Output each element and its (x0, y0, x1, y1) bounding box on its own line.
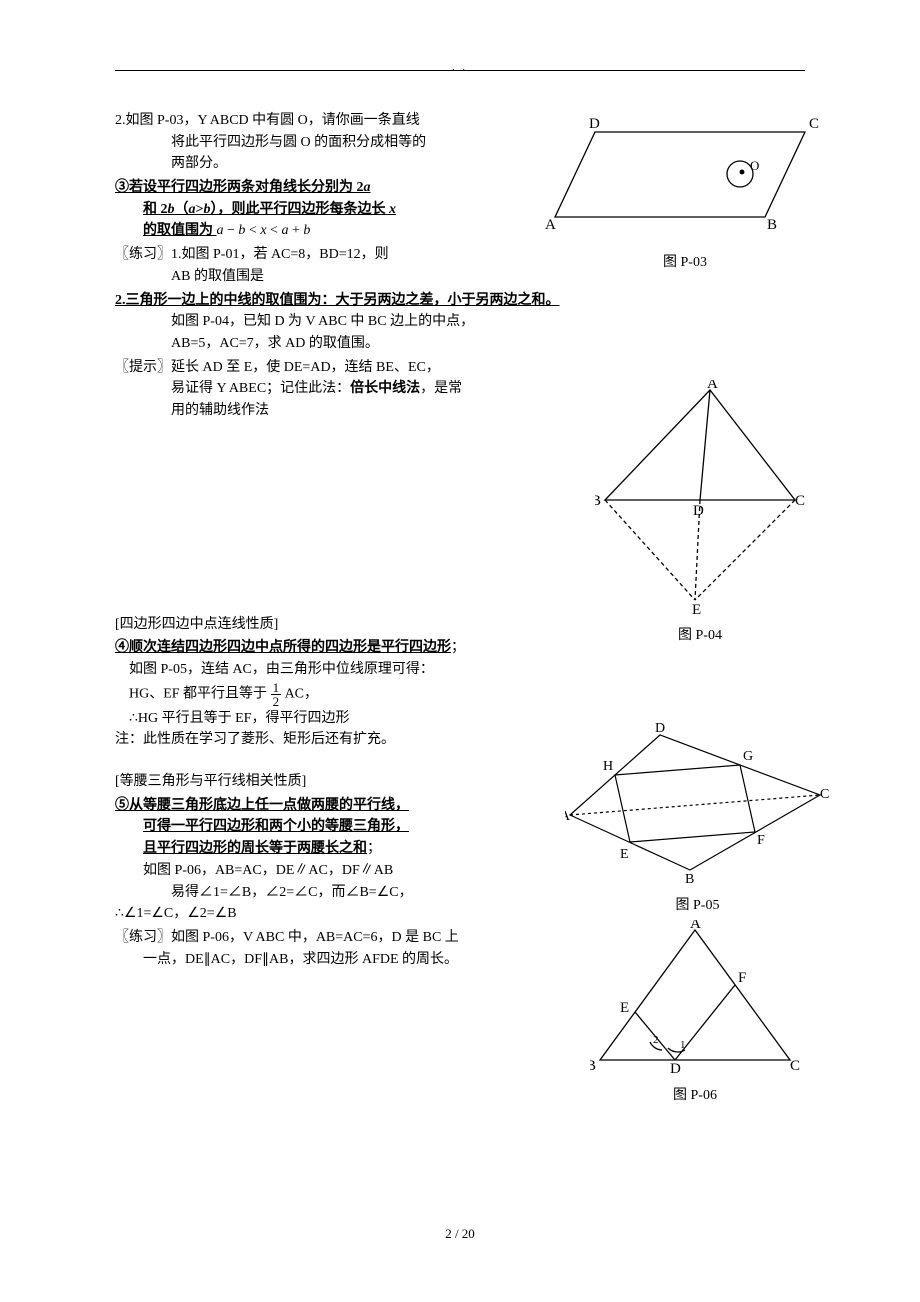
figure-p03: D C A B O 图 P-03 (545, 112, 825, 271)
fig04-svg: A B C D E (595, 380, 805, 615)
fig03-caption: 图 P-03 (545, 251, 825, 271)
figure-p06: A B C D E F 1 2 图 P-06 (590, 920, 800, 1104)
fig06-label-2: 2 (653, 1034, 659, 1046)
fig05-svg: A B C D H G E F (565, 720, 830, 885)
p6-l1: ④顺次连结四边形四边中点所得的四边形是平行四边形； (115, 637, 535, 659)
p8-l1: 〖练习〗如图 P-06，V ABC 中，AB=AC=6，D 是 BC 上 (115, 927, 535, 949)
p5-l3: 用的辅助线作法 (115, 400, 535, 422)
p1-l3: 两部分。 (115, 153, 535, 175)
figure-p04: A B C D E 图 P-04 (595, 380, 805, 644)
para-5: 〖提示〗延长 AD 至 E，使 DE=AD，连结 BE、EC， 易证得 Y AB… (115, 357, 535, 422)
p3-l1: 〖练习〗1.如图 P-01，若 AC=8，BD=12，则 (115, 244, 535, 266)
fig06-label-F: F (738, 970, 746, 986)
fig03-svg: D C A B O (545, 112, 825, 242)
fig06-label-C: C (790, 1058, 800, 1074)
para-3: 〖练习〗1.如图 P-01，若 AC=8，BD=12，则 AB 的取值围是 (115, 244, 535, 287)
para-1: 2.如图 P-03，Y ABCD 中有圆 O，请你画一条直线 将此平行四边形与圆… (115, 110, 535, 175)
p2-l1: ③若设平行四边形两条对角线长分别为 2a (115, 177, 535, 199)
para-2: ③若设平行四边形两条对角线长分别为 2a 和 2b（a>b），则此平行四边形每条… (115, 177, 535, 242)
p2-l2: 和 2b（a>b），则此平行四边形每条边长 x (115, 199, 535, 221)
p5-l1: 〖提示〗延长 AD 至 E，使 DE=AD，连结 BE、EC， (115, 357, 535, 379)
fig05-label-D: D (655, 721, 665, 736)
fig05-label-G: G (743, 749, 753, 764)
fig06-label-1: 1 (680, 1039, 686, 1051)
p2-l3: 的取值围为 a − b < x < a + b (115, 220, 535, 242)
p6-l5: 注：此性质在学习了菱形、矩形后还有扩充。 (115, 729, 535, 751)
fig04-label-C: C (795, 493, 805, 509)
p7-l6: ∴∠1=∠C，∠2=∠B (115, 903, 535, 925)
para-6: ④顺次连结四边形四边中点所得的四边形是平行四边形； 如图 P-05，连结 AC，… (115, 637, 535, 751)
p7-l2: 可得一平行四边形和两个小的等腰三角形， (115, 816, 535, 838)
p4-l1: 2.三角形一边上的中线的取值围为：大于另两边之差，小于另两边之和。 (115, 290, 805, 312)
fig05-caption: 图 P-05 (565, 894, 830, 914)
p5-l2: 易证得 Y ABEC；记住此法：倍长中线法，是常 (115, 378, 535, 400)
p6-l2: 如图 P-05，连结 AC，由三角形中位线原理可得： (115, 659, 535, 681)
para-8: 〖练习〗如图 P-06，V ABC 中，AB=AC=6，D 是 BC 上 一点，… (115, 927, 535, 970)
page-footer: 2 / 20 (0, 1226, 920, 1242)
p4-l2: 如图 P-04，已知 D 为 V ABC 中 BC 边上的中点， (115, 311, 591, 333)
fig05-label-C: C (820, 787, 829, 802)
fig04-label-D: D (693, 503, 704, 519)
fig06-caption: 图 P-06 (590, 1084, 800, 1104)
fig06-label-B: B (590, 1058, 596, 1074)
page: . . D C A B O 图 P-03 A (0, 0, 920, 1302)
fig05-label-F: F (757, 833, 765, 848)
fig05-label-B: B (685, 872, 694, 885)
fig03-label-C: C (809, 116, 819, 132)
p7-l4: 如图 P-06，AB=AC，DE∥AC，DF∥AB (115, 860, 535, 882)
fig06-svg: A B C D E F 1 2 (590, 920, 800, 1075)
fig05-label-E: E (620, 847, 629, 862)
figure-p05: A B C D H G E F 图 P-05 (565, 720, 830, 914)
fig06-label-A: A (690, 920, 701, 932)
fig04-caption: 图 P-04 (595, 624, 805, 644)
fig06-label-E: E (620, 1000, 629, 1016)
fig04-label-A: A (707, 380, 718, 392)
p4-l3: AB=5，AC=7，求 AD 的取值围。 (115, 333, 591, 355)
p7-l1: ⑤从等腰三角形底边上任一点做两腰的平行线， (115, 795, 535, 817)
fraction-half: 12 (271, 681, 282, 708)
p3-l2: AB 的取值围是 (115, 266, 535, 288)
fig03-label-A: A (545, 217, 556, 233)
header-mark: . . (452, 62, 468, 72)
p7-l3: 且平行四边形的周长等于两腰长之和； (115, 838, 535, 860)
fig05-label-H: H (603, 759, 613, 774)
p7-l5: 易得∠1=∠B，∠2=∠C，而∠B=∠C， (115, 882, 535, 904)
fig03-label-O: O (750, 158, 759, 173)
p1-l2: 将此平行四边形与圆 O 的面积分成相等的 (115, 132, 535, 154)
fig04-label-E: E (692, 602, 701, 615)
fig03-label-D: D (589, 116, 600, 132)
p6-l3: HG、EF 都平行且等于 12 AC， (115, 681, 535, 708)
para-7: ⑤从等腰三角形底边上任一点做两腰的平行线， 可得一平行四边形和两个小的等腰三角形… (115, 795, 535, 925)
fig05-label-A: A (565, 809, 571, 824)
p6-l4: ∴HG 平行且等于 EF，得平行四边形 (115, 708, 535, 730)
fig06-label-D: D (670, 1061, 681, 1075)
fig04-label-B: B (595, 493, 601, 509)
fig03-label-B: B (767, 217, 777, 233)
p8-l2: 一点，DE∥AC，DF∥AB，求四边形 AFDE 的周长。 (115, 949, 535, 971)
p1-l1: 2.如图 P-03，Y ABCD 中有圆 O，请你画一条直线 (115, 110, 535, 132)
para-4: 2.三角形一边上的中线的取值围为：大于另两边之差，小于另两边之和。 如图 P-0… (115, 290, 805, 355)
